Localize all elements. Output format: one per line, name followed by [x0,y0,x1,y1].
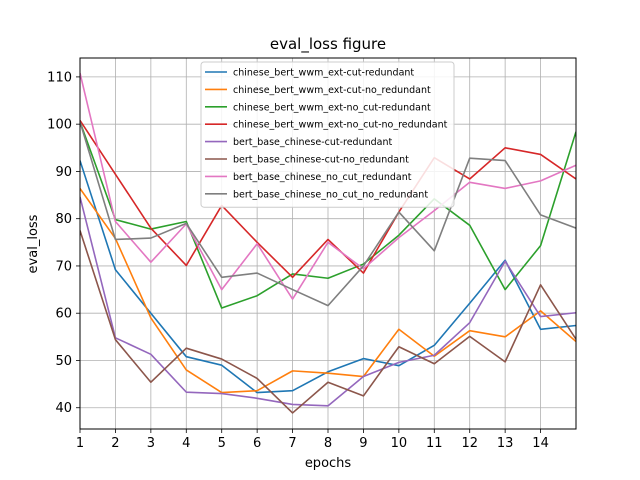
legend-box [200,61,455,208]
x-tick-label: 8 [324,436,332,451]
y-axis-label: eval_loss [26,214,41,273]
legend-label: bert_base_chinese-cut-redundant [233,137,393,148]
legend-label: chinese_bert_wwm_ext-cut-no_redundant [233,85,431,96]
series-line-2 [80,187,576,394]
x-tick-label: 5 [218,436,226,451]
series-line-3 [80,121,576,309]
y-tick-label: 60 [55,307,72,322]
y-tick-label: 80 [55,212,72,227]
y-tick-label: 90 [55,165,72,180]
series-lines [80,72,576,414]
x-tick-label: 3 [147,436,155,451]
y-tick-label: 100 [47,118,72,133]
y-tick-label: 110 [47,70,72,85]
series-line-7 [80,72,576,300]
legend-label: bert_base_chinese_no_cut_no_redundant [233,189,428,200]
y-tick-label: 40 [55,401,72,416]
legend-label: chinese_bert_wwm_ext-no_cut-no_redundant [233,120,448,131]
x-tick-label: 2 [111,436,119,451]
x-tick-label: 4 [182,436,190,451]
x-tick-label: 6 [253,436,261,451]
legend-label: chinese_bert_wwm_ext-no_cut-redundant [233,102,431,113]
x-tick-label: 10 [391,436,408,451]
legend-label: chinese_bert_wwm_ext-cut-redundant [233,68,414,79]
series-line-4 [80,119,576,279]
series-line-8 [80,121,576,307]
x-tick-label: 9 [359,436,367,451]
x-tick-label: 13 [497,436,514,451]
x-tick-label: 12 [461,436,478,451]
series-line-5 [80,196,576,407]
series-line-1 [80,160,576,394]
series-line-6 [80,230,576,414]
x-axis-label: epochs [305,456,352,471]
chart-title: eval_loss figure [270,35,386,54]
legend-label: bert_base_chinese_no_cut_redundant [233,172,412,183]
y-tick-label: 50 [55,354,72,369]
x-tick-label: 7 [288,436,296,451]
x-tick-label: 1 [76,436,84,451]
x-tick-label: 14 [532,436,549,451]
legend: chinese_bert_wwm_ext-cut-redundantchines… [200,61,455,208]
x-tick-label: 11 [426,436,443,451]
y-tick-label: 70 [55,259,72,274]
legend-label: bert_base_chinese-cut-no_redundant [233,155,409,166]
